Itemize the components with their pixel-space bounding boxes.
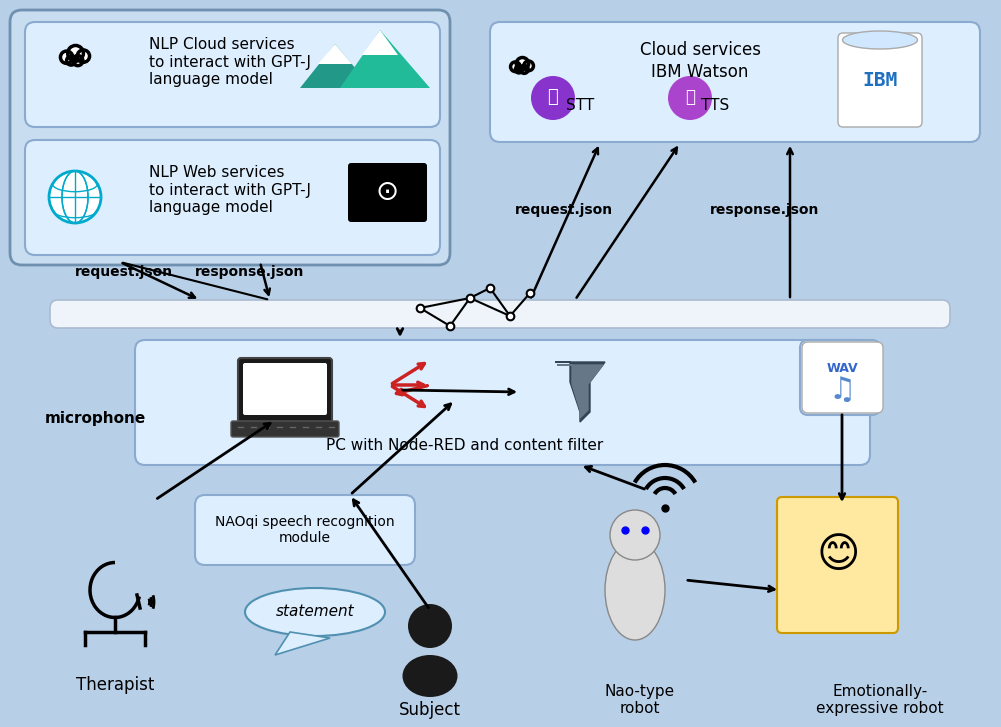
- Circle shape: [610, 510, 660, 560]
- Text: request.json: request.json: [75, 265, 173, 279]
- Circle shape: [68, 46, 83, 61]
- Circle shape: [517, 57, 529, 70]
- Text: 😊: 😊: [816, 534, 860, 576]
- FancyBboxPatch shape: [10, 10, 450, 265]
- Text: PC with Node-RED and content filter: PC with Node-RED and content filter: [326, 438, 604, 452]
- Text: Emotionally-
expressive robot: Emotionally- expressive robot: [816, 684, 944, 716]
- Circle shape: [77, 50, 89, 63]
- Circle shape: [516, 66, 523, 73]
- Polygon shape: [340, 30, 430, 88]
- Text: ⊙: ⊙: [375, 178, 398, 206]
- Circle shape: [511, 62, 521, 71]
- Text: IBM: IBM: [863, 71, 898, 89]
- Ellipse shape: [245, 588, 385, 636]
- Polygon shape: [555, 362, 605, 422]
- Text: Subject: Subject: [399, 701, 461, 719]
- FancyBboxPatch shape: [348, 163, 427, 222]
- FancyBboxPatch shape: [802, 342, 883, 413]
- Text: NLP Web services
to interact with GPT-J
language model: NLP Web services to interact with GPT-J …: [149, 165, 311, 215]
- Circle shape: [73, 55, 83, 65]
- Circle shape: [668, 76, 712, 120]
- Text: Cloud services: Cloud services: [640, 41, 761, 59]
- Circle shape: [67, 56, 75, 65]
- Text: statement: statement: [275, 604, 354, 619]
- Polygon shape: [557, 365, 603, 418]
- Text: IBM Watson: IBM Watson: [652, 63, 749, 81]
- Circle shape: [49, 171, 101, 223]
- Bar: [60, 56, 89, 63]
- Polygon shape: [318, 44, 352, 64]
- Text: 💬: 💬: [685, 88, 695, 106]
- Ellipse shape: [605, 540, 665, 640]
- Text: Therapist: Therapist: [76, 676, 154, 694]
- Polygon shape: [300, 44, 372, 88]
- Text: response.json: response.json: [710, 203, 820, 217]
- Text: WAV: WAV: [826, 361, 858, 374]
- FancyBboxPatch shape: [25, 140, 440, 255]
- Ellipse shape: [402, 655, 457, 697]
- Circle shape: [60, 51, 73, 63]
- Bar: [511, 66, 534, 71]
- Text: Nao-type
robot: Nao-type robot: [605, 684, 675, 716]
- FancyBboxPatch shape: [195, 495, 415, 565]
- FancyBboxPatch shape: [135, 340, 870, 465]
- Polygon shape: [362, 30, 398, 55]
- Text: NLP Cloud services
to interact with GPT-J
language model: NLP Cloud services to interact with GPT-…: [149, 37, 311, 87]
- Text: microphone: microphone: [44, 411, 145, 425]
- Text: STT: STT: [566, 97, 595, 113]
- FancyBboxPatch shape: [238, 358, 332, 424]
- FancyBboxPatch shape: [838, 33, 922, 127]
- FancyBboxPatch shape: [25, 22, 440, 127]
- Circle shape: [531, 76, 575, 120]
- Polygon shape: [275, 632, 330, 655]
- FancyBboxPatch shape: [231, 421, 339, 437]
- Text: NAOqi speech recognition
module: NAOqi speech recognition module: [215, 515, 394, 545]
- Ellipse shape: [843, 31, 918, 49]
- Circle shape: [524, 61, 534, 71]
- FancyBboxPatch shape: [800, 340, 880, 415]
- Text: ♫: ♫: [828, 376, 856, 404]
- Circle shape: [408, 604, 452, 648]
- FancyBboxPatch shape: [243, 363, 327, 415]
- Text: 💬: 💬: [548, 88, 559, 106]
- FancyBboxPatch shape: [490, 22, 980, 142]
- Text: response.json: response.json: [195, 265, 304, 279]
- Text: TTS: TTS: [701, 97, 729, 113]
- FancyBboxPatch shape: [777, 497, 898, 633]
- Text: request.json: request.json: [515, 203, 614, 217]
- Circle shape: [521, 65, 529, 73]
- FancyBboxPatch shape: [50, 300, 950, 328]
